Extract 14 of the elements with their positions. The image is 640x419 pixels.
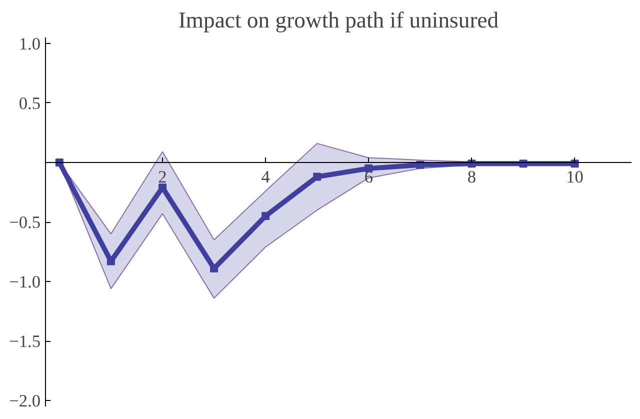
point bbox=[313, 172, 322, 181]
y-tick-label: −2.0 bbox=[9, 392, 41, 411]
y-tick-label: −1.5 bbox=[9, 332, 41, 352]
point bbox=[262, 212, 270, 220]
y-tick-label: −1.0 bbox=[9, 272, 41, 292]
y-tick-label: −0.5 bbox=[9, 213, 41, 232]
y-tick-label: 1.0 bbox=[18, 34, 41, 54]
point bbox=[210, 264, 218, 272]
x-tick-label: 4 bbox=[261, 167, 270, 186]
x-tick-label: 2 bbox=[158, 167, 167, 186]
x-tick-label: 10 bbox=[566, 167, 584, 186]
chart-title: Impact on growth path if uninsured bbox=[178, 8, 500, 32]
x-tick-label: 8 bbox=[467, 167, 476, 186]
y-tick-label: 0.5 bbox=[18, 94, 41, 113]
